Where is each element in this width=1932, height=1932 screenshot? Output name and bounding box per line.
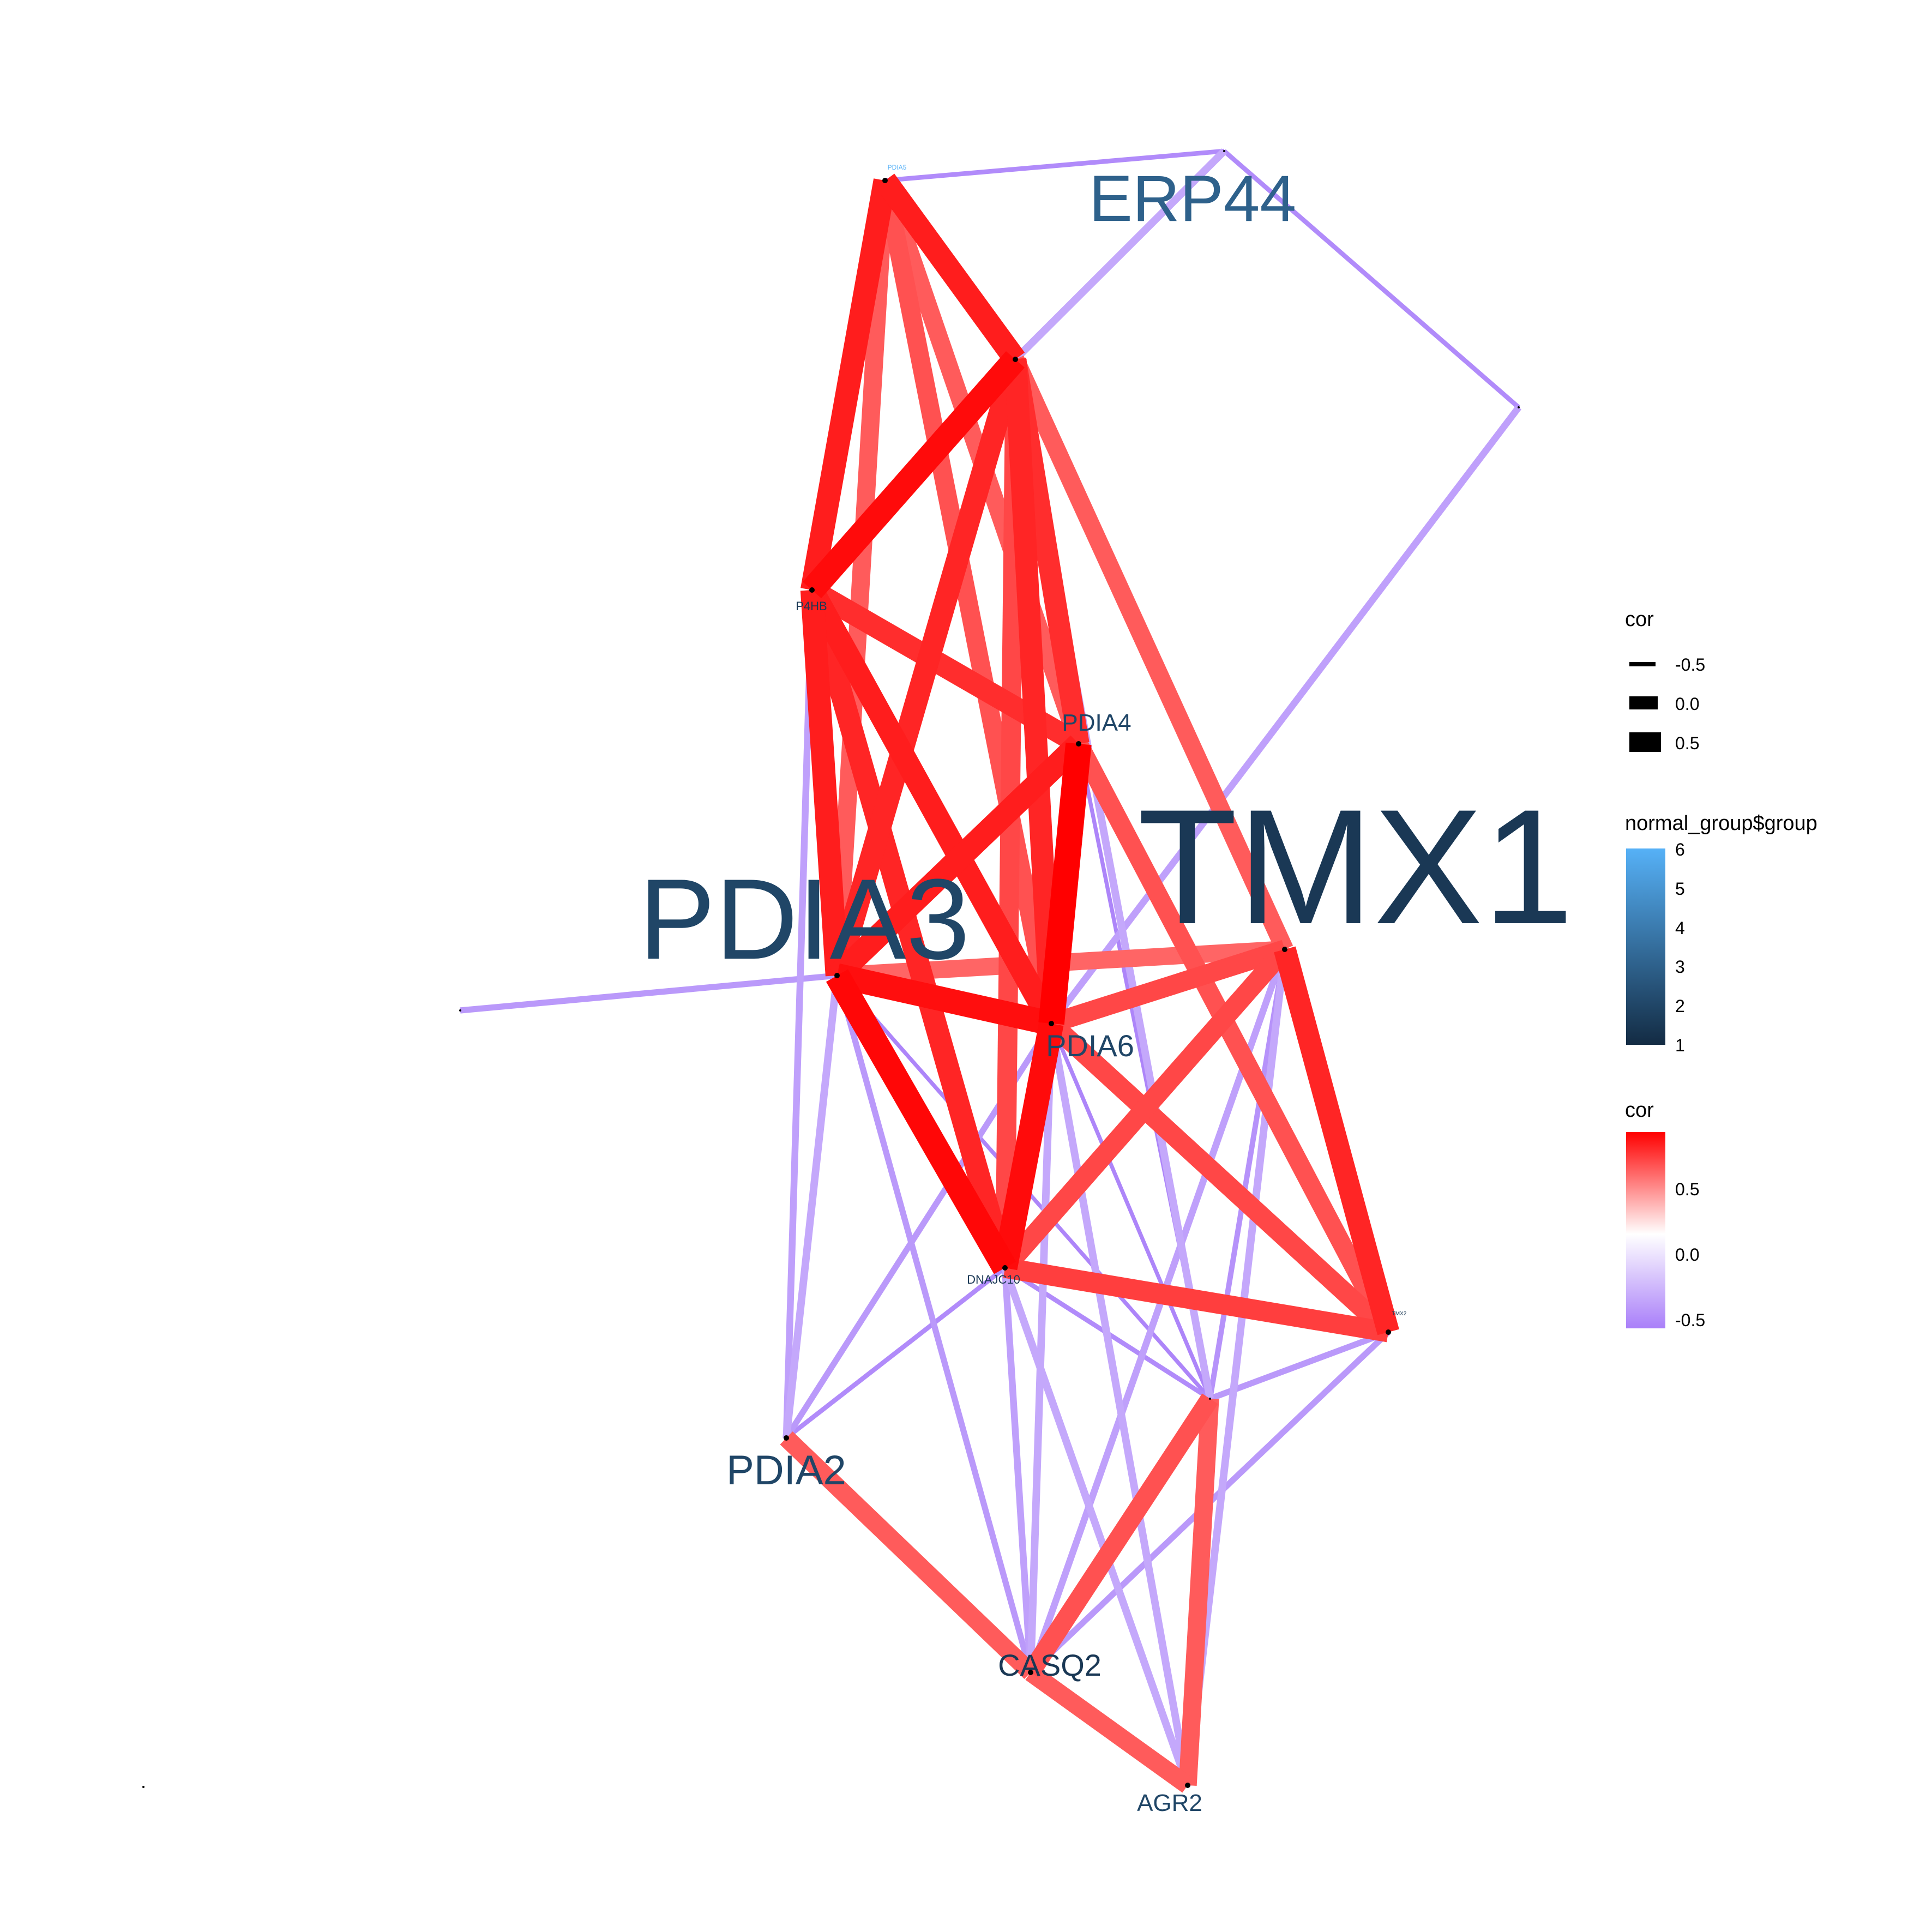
label-layer: PDIA5 ERP44 P4HB PDIA4 TMX1 PDIA3 PDIA6 DNAJC10… xyxy=(639,162,1574,1816)
edge-erp44-pdia3 xyxy=(826,356,1026,979)
node-label-pdia6: PDIA6 xyxy=(1046,1028,1134,1063)
edge-pdia4-pdia3 xyxy=(829,735,1087,984)
node-tmx2 xyxy=(1386,1329,1391,1335)
edge-pdia3-dnajc10 xyxy=(826,969,1016,1274)
edge-pdia5-p4hb xyxy=(801,178,896,592)
node-layer xyxy=(142,150,1520,1788)
edge-p4hb-pdia3 xyxy=(800,589,849,977)
cor-tick: -0.5 xyxy=(1675,1310,1705,1330)
node-label-pdia5: PDIA5 xyxy=(888,164,907,171)
node-agr2 xyxy=(1185,1783,1190,1788)
edge-pdia2-casq2 xyxy=(780,1431,1037,1680)
cor-colorbar xyxy=(1626,1132,1665,1328)
node-pdia2 xyxy=(784,1435,789,1441)
group-tick: 2 xyxy=(1675,996,1685,1016)
cor-legend: cor 0.5 0.0 -0.5 xyxy=(1625,1099,1705,1330)
edge-pdia5-n_top xyxy=(884,148,1225,183)
edge-n_mid-agr2 xyxy=(1178,1398,1219,1786)
node-n_far xyxy=(142,1786,145,1788)
node-label-pdia4: PDIA4 xyxy=(1062,709,1131,736)
edge-n_top-n_right xyxy=(1223,149,1520,410)
group-tick: 1 xyxy=(1675,1036,1685,1055)
edge-tmx1-dnajc10 xyxy=(997,943,1292,1274)
node-label-pdia2: PDIA2 xyxy=(726,1447,846,1494)
edge-dnajc10-casq2 xyxy=(1001,1267,1034,1673)
edge-tmx1-tmx2 xyxy=(1274,946,1399,1335)
edge-dnajc10-agr2 xyxy=(1001,1266,1191,1787)
edge-n_top-erp44 xyxy=(1013,148,1227,362)
group-tick: 3 xyxy=(1675,957,1685,977)
width-legend-label: -0.5 xyxy=(1675,655,1705,675)
edge-pdia4-tmx2 xyxy=(1070,739,1397,1337)
node-label-tmx1: TMX1 xyxy=(1137,775,1574,958)
edge-pdia3-casq2 xyxy=(834,974,1034,1674)
edge-p4hb-pdia6 xyxy=(802,584,1062,1030)
group-legend-title: normal_group$group xyxy=(1625,812,1817,835)
group-legend: normal_group$group 6 5 4 3 2 1 xyxy=(1625,812,1817,1055)
edge-pdia6-agr2 xyxy=(1048,1022,1191,1786)
edge-pdia3-n_left xyxy=(460,972,838,1014)
edge-pdia6-n_mid xyxy=(1049,1022,1212,1400)
width-legend: cor -0.5 0.0 0.5 xyxy=(1625,608,1705,753)
node-tmx1 xyxy=(1282,947,1287,952)
edge-casq2-agr2 xyxy=(1025,1665,1193,1793)
edge-pdia3-pdia6 xyxy=(834,964,1054,1036)
node-label-p4hb: P4HB xyxy=(796,599,827,613)
node-label-tmx2: TMX2 xyxy=(1392,1311,1407,1317)
edge-pdia5-pdia3 xyxy=(828,179,894,977)
edge-pdia6-casq2 xyxy=(1027,1023,1055,1673)
width-key-large xyxy=(1629,732,1661,752)
edge-erp44-pdia6 xyxy=(1004,358,1063,1025)
edge-pdia3-pdia2 xyxy=(783,975,841,1439)
node-label-dnajc10: DNAJC10 xyxy=(967,1273,1020,1286)
edge-pdia4-pdia6 xyxy=(1038,742,1092,1025)
node-casq2 xyxy=(1028,1670,1033,1675)
edge-layer xyxy=(460,148,1521,1793)
node-pdia6 xyxy=(1049,1021,1054,1026)
edge-pdia6-dnajc10 xyxy=(992,1021,1064,1271)
node-label-pdia3: PDIA3 xyxy=(639,855,970,983)
width-key-small xyxy=(1629,662,1656,666)
group-tick: 5 xyxy=(1675,879,1685,899)
node-n_left xyxy=(459,1009,461,1012)
node-n_mid xyxy=(1209,1398,1211,1400)
node-dnajc10 xyxy=(1002,1265,1008,1271)
edge-n_mid-casq2 xyxy=(1022,1393,1218,1678)
edge-p4hb-erp44 xyxy=(802,351,1025,599)
edge-erp44-tmx1 xyxy=(1007,356,1293,953)
legend: cor -0.5 0.0 0.5 normal_group$grou xyxy=(1625,608,1817,1330)
node-n_top xyxy=(1223,150,1225,152)
node-n_right xyxy=(1518,406,1520,408)
edge-p4hb-dnajc10 xyxy=(801,587,1016,1271)
edge-n_right-pdia6 xyxy=(1049,405,1521,1026)
edge-tmx2-n_mid xyxy=(1209,1329,1389,1402)
node-pdia3 xyxy=(834,973,840,978)
edge-pdia6-tmx2 xyxy=(1044,1016,1395,1340)
width-key-medium xyxy=(1629,696,1658,709)
width-legend-label: 0.0 xyxy=(1675,694,1699,714)
group-tick: 4 xyxy=(1675,918,1685,938)
edge-pdia5-pdia6 xyxy=(876,178,1061,1026)
edge-p4hb-pdia2 xyxy=(783,589,816,1439)
node-label-erp44: ERP44 xyxy=(1089,162,1296,235)
group-colorbar xyxy=(1626,848,1665,1045)
node-label-casq2: CASQ2 xyxy=(998,1648,1102,1682)
edge-dnajc10-tmx2 xyxy=(1003,1257,1391,1343)
group-tick: 6 xyxy=(1675,840,1685,859)
node-p4hb xyxy=(809,587,815,593)
node-pdia5 xyxy=(882,178,888,183)
cor-tick: 0.0 xyxy=(1675,1245,1699,1265)
cor-legend-title: cor xyxy=(1625,1099,1654,1122)
cor-tick: 0.5 xyxy=(1675,1179,1699,1199)
edge-pdia6-tmx1 xyxy=(1048,940,1288,1033)
edge-pdia5-erp44 xyxy=(875,173,1025,366)
width-legend-title: cor xyxy=(1625,608,1654,631)
node-label-agr2: AGR2 xyxy=(1137,1790,1202,1816)
width-legend-label: 0.5 xyxy=(1675,733,1699,753)
edge-dnajc10-pdia2 xyxy=(785,1266,1007,1440)
node-erp44 xyxy=(1013,357,1018,362)
node-pdia4 xyxy=(1076,741,1081,747)
